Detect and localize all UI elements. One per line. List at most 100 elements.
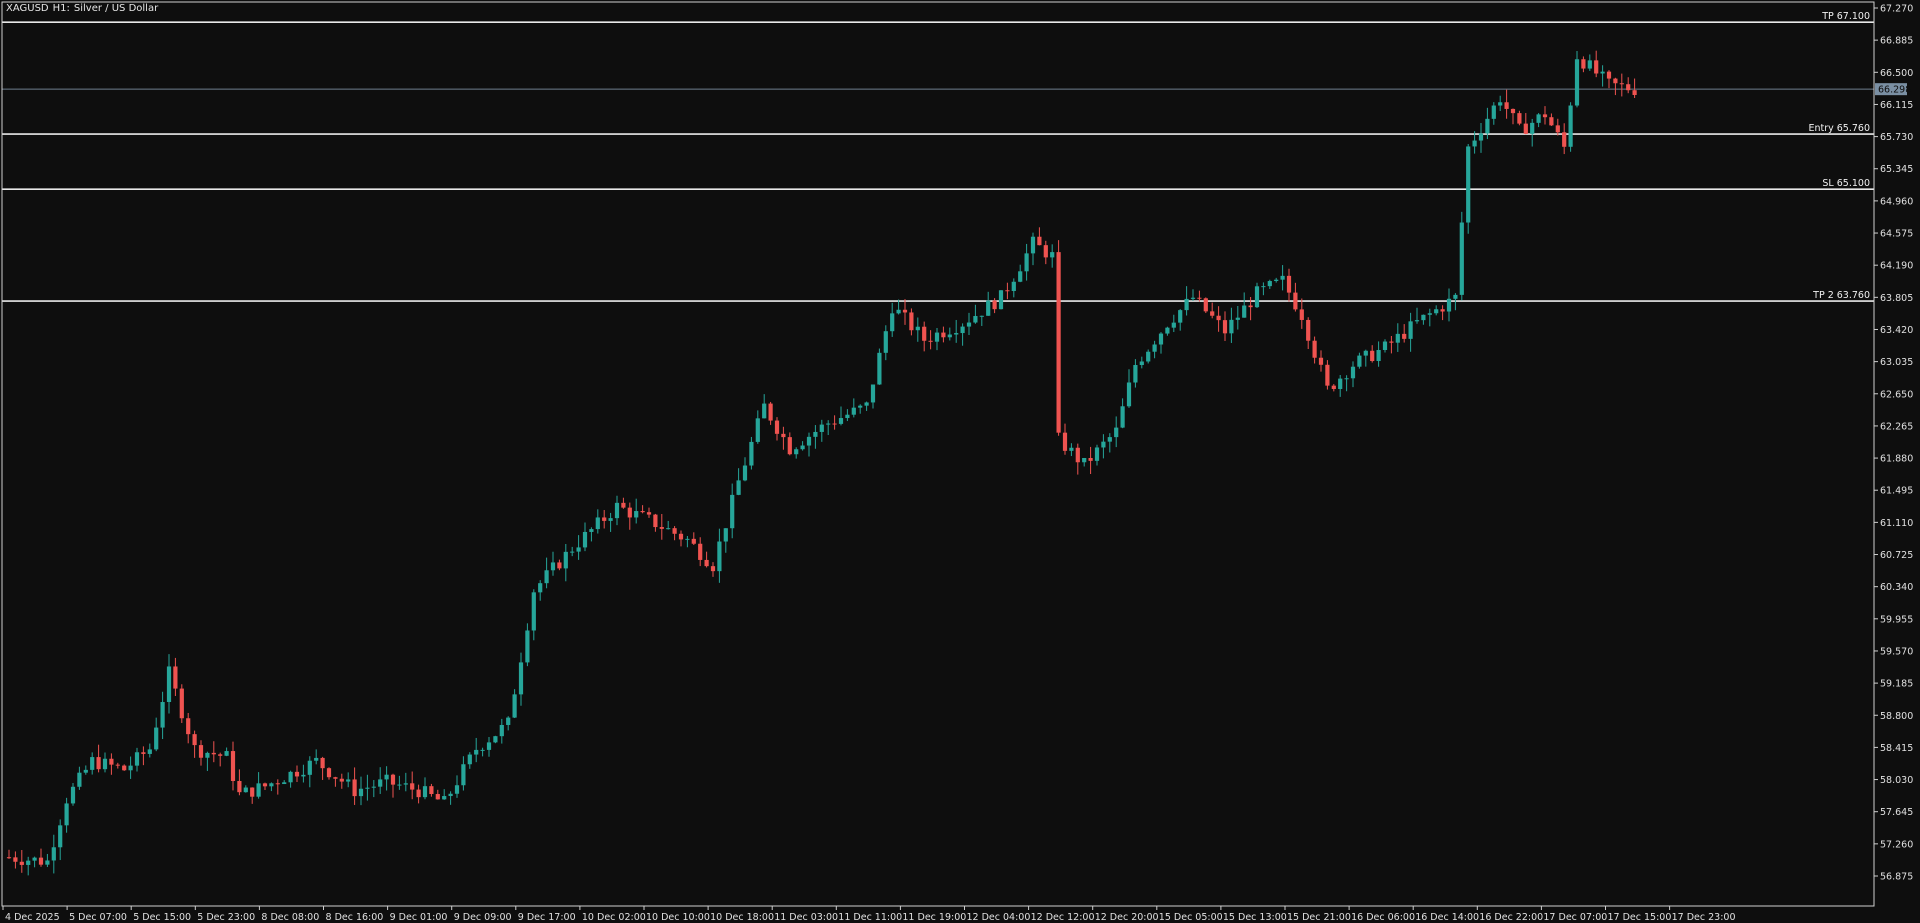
candle-body xyxy=(838,418,844,424)
x-tick-label: 15 Dec 05:00 xyxy=(1159,912,1223,923)
candle-body xyxy=(371,786,376,788)
candle-body xyxy=(1197,297,1202,299)
candle-body xyxy=(1107,437,1112,442)
x-tick-label: 5 Dec 23:00 xyxy=(197,912,255,923)
candle-body xyxy=(666,528,671,530)
candle-body xyxy=(102,758,108,770)
candle-body xyxy=(589,529,594,532)
candle-body xyxy=(1459,222,1464,295)
candle-body xyxy=(1306,319,1311,341)
candle-body xyxy=(883,331,888,353)
candle-body xyxy=(13,857,18,862)
y-tick-label: 60.725 xyxy=(1880,550,1913,561)
candle-body xyxy=(826,423,831,425)
y-tick-label: 64.960 xyxy=(1880,196,1913,207)
x-tick-label: 5 Dec 15:00 xyxy=(133,912,191,923)
candle-body xyxy=(128,765,133,771)
candle-body xyxy=(1395,333,1400,343)
candle-body xyxy=(877,352,882,385)
y-tick-label: 57.645 xyxy=(1880,807,1913,818)
candle-body xyxy=(307,760,312,775)
candle-body xyxy=(966,322,972,327)
candle-body xyxy=(1216,315,1221,321)
candle-body xyxy=(1101,441,1106,448)
time-axis[interactable]: 4 Dec 2025 5 Dec 07:00 5 Dec 15:00 5 Dec 23… xyxy=(2,906,1736,923)
candle-body xyxy=(902,309,908,313)
candle-body xyxy=(608,518,613,521)
candle-body xyxy=(58,825,63,848)
candle-body xyxy=(211,752,216,755)
candle-body xyxy=(742,465,748,481)
candle-body xyxy=(678,533,684,540)
y-tick-label: 62.650 xyxy=(1880,389,1913,400)
candle-body xyxy=(1184,298,1189,311)
candle-body xyxy=(186,718,191,735)
level-label: TP 67.100 xyxy=(1821,11,1870,22)
candle-body xyxy=(474,749,479,755)
x-tick-label: 17 Dec 23:00 xyxy=(1672,912,1736,923)
candle-body xyxy=(1414,320,1420,322)
candle-body xyxy=(723,528,728,542)
y-tick-label: 59.570 xyxy=(1880,646,1913,657)
candle-body xyxy=(1267,281,1272,287)
candle-body xyxy=(38,857,44,865)
candle-body xyxy=(493,736,498,743)
candle-body xyxy=(461,764,466,786)
plot-frame xyxy=(1,1,1875,907)
candle-body xyxy=(1357,355,1362,367)
candle-body xyxy=(45,860,50,865)
x-tick-label: 12 Dec 20:00 xyxy=(1095,912,1159,923)
y-tick-label: 65.345 xyxy=(1880,164,1913,175)
candle-body xyxy=(1440,309,1445,312)
candle-body xyxy=(627,507,632,518)
candle-body xyxy=(544,570,549,584)
candle-body xyxy=(134,752,140,766)
candle-body xyxy=(32,857,37,861)
candle-body xyxy=(973,316,978,323)
candle-body xyxy=(1158,333,1164,345)
level-label: SL 65.100 xyxy=(1822,178,1870,189)
candle-body xyxy=(230,751,236,781)
candle-body xyxy=(320,757,325,769)
candle-body xyxy=(109,758,114,765)
candle-body xyxy=(1152,344,1157,352)
candle-body xyxy=(602,517,607,521)
candle-body xyxy=(1536,114,1541,123)
candle-body xyxy=(1069,447,1074,451)
candle-body xyxy=(1018,271,1023,282)
candle-body xyxy=(314,757,319,761)
x-tick-label: 15 Dec 13:00 xyxy=(1223,912,1287,923)
candle-body xyxy=(90,757,95,770)
candle-body xyxy=(698,543,703,560)
price-axis[interactable]: 67.270 66.885 66.500 66.115 65.730 65.345 64.9… xyxy=(1874,4,1913,883)
candle-body xyxy=(774,420,780,434)
candle-body xyxy=(890,313,895,332)
candle-body xyxy=(410,783,415,790)
x-tick-label: 12 Dec 04:00 xyxy=(967,912,1031,923)
candle-body xyxy=(442,796,447,800)
level-label: Entry 65.760 xyxy=(1808,123,1870,134)
candle-body xyxy=(294,771,300,777)
candle-body xyxy=(1203,298,1208,312)
candle-body xyxy=(998,290,1004,310)
candle-body xyxy=(326,768,332,778)
candle-body xyxy=(198,745,204,758)
x-tick-label: 17 Dec 07:00 xyxy=(1543,912,1607,923)
candle-body xyxy=(730,494,735,529)
candle-body xyxy=(1350,366,1356,379)
candle-body xyxy=(1491,105,1496,119)
x-tick-label: 11 Dec 11:00 xyxy=(838,912,902,923)
candle-body xyxy=(736,480,741,495)
candle-body xyxy=(96,757,101,770)
y-tick-label: 56.875 xyxy=(1880,872,1913,883)
candle-body xyxy=(576,547,581,552)
candle-body xyxy=(154,727,159,750)
candle-body xyxy=(275,783,280,785)
candle-body xyxy=(896,309,901,314)
candle-body xyxy=(582,531,588,548)
candle-body xyxy=(19,861,24,865)
candle-body xyxy=(1210,311,1215,316)
candle-body xyxy=(1274,279,1279,282)
candle-body xyxy=(646,512,652,515)
